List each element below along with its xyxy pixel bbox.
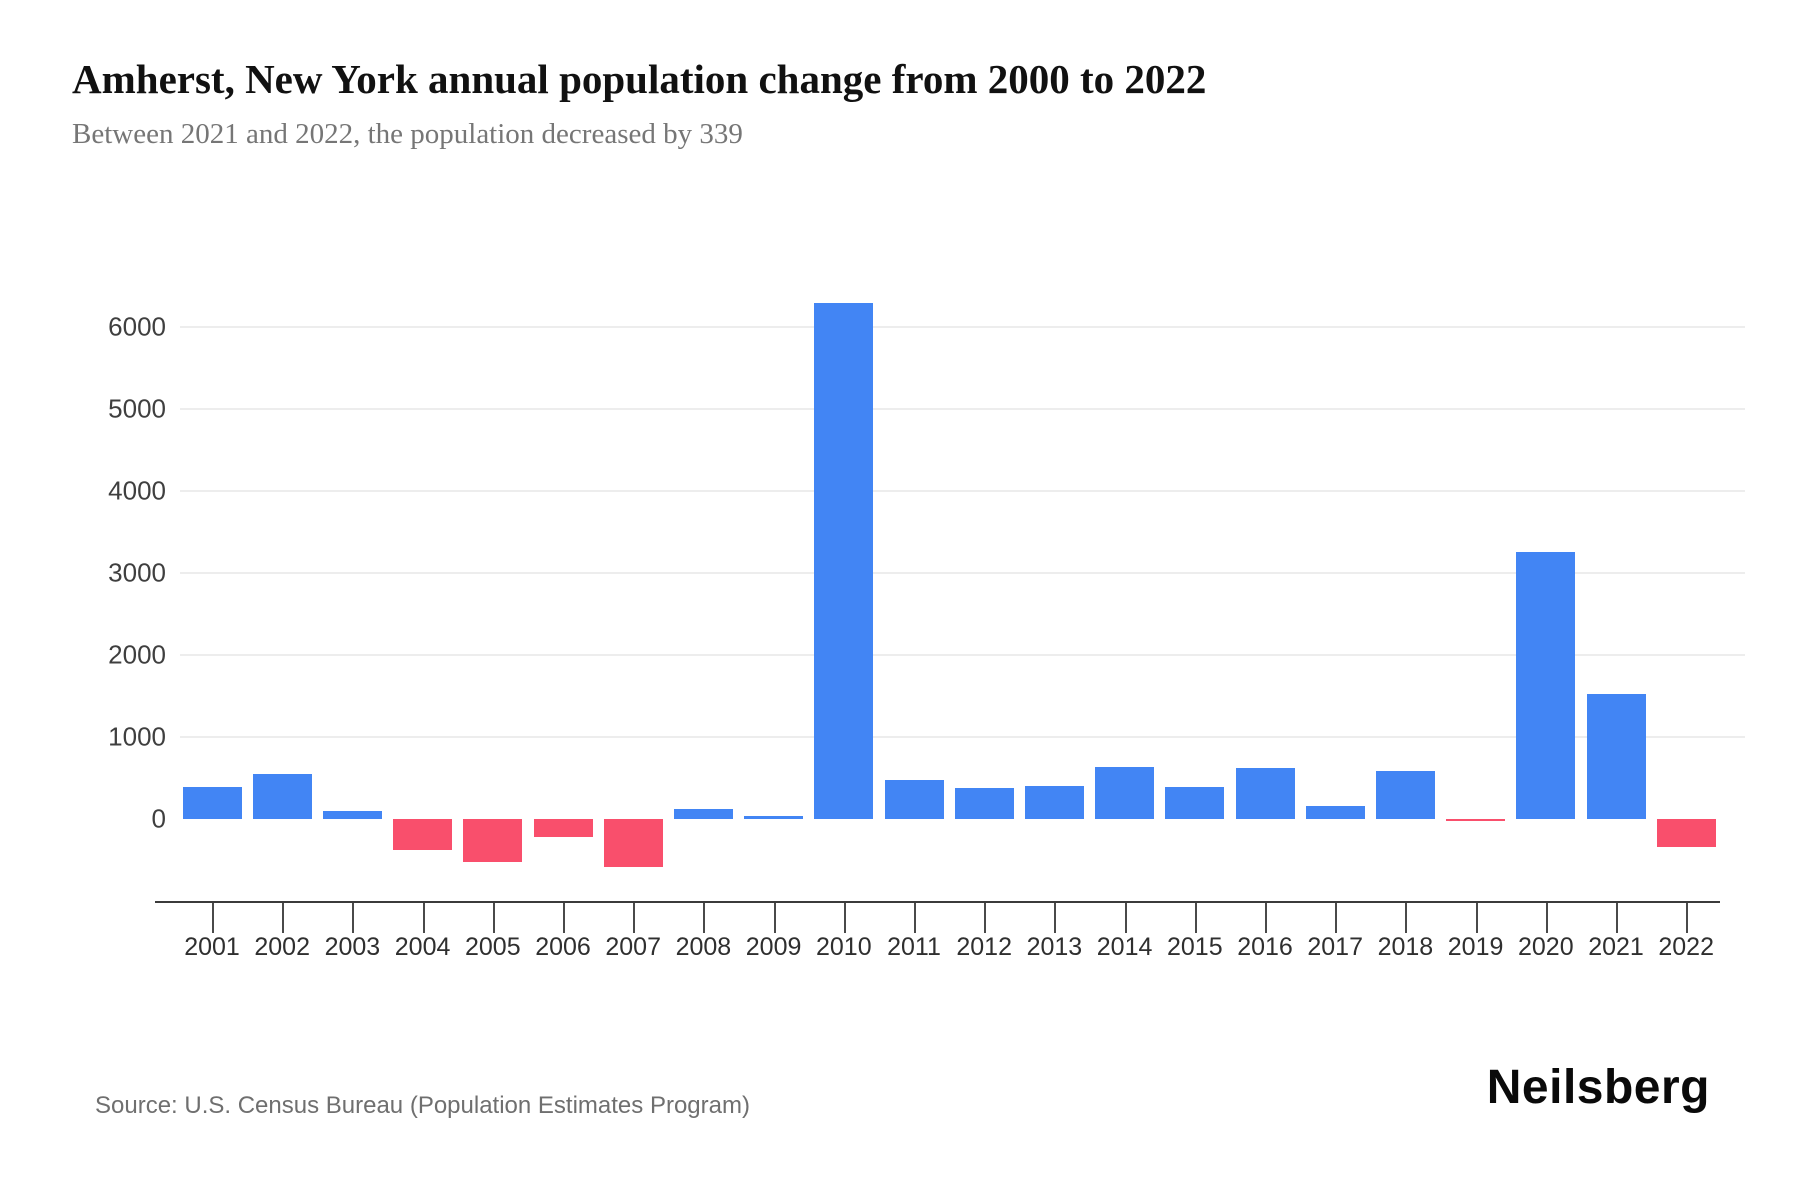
- x-axis-tick-label: 2002: [254, 933, 310, 961]
- x-axis-tick: [984, 903, 987, 933]
- bar-2008: [673, 809, 733, 819]
- bar-2018: [1375, 771, 1435, 819]
- x-axis-tick-label: 2012: [956, 933, 1012, 961]
- x-axis-tick-label: 2005: [464, 933, 521, 961]
- bar-2015: [1165, 787, 1225, 819]
- x-axis-tick: [1335, 903, 1338, 933]
- x-axis-tick: [773, 903, 776, 933]
- x-axis-tick: [1054, 903, 1057, 933]
- x-axis-tick-label: 2007: [605, 933, 661, 961]
- bar-2011: [884, 779, 944, 819]
- bar-2009: [744, 815, 804, 819]
- x-axis-tick-label: 2006: [535, 933, 591, 961]
- x-axis-line: [155, 901, 1720, 903]
- x-axis-tick: [1475, 903, 1478, 933]
- bar-2017: [1305, 805, 1365, 819]
- gridline-4000: [180, 490, 1745, 492]
- x-axis-tick: [1405, 903, 1408, 933]
- x-axis-tick-label: 2018: [1377, 933, 1434, 961]
- x-axis-tick-label: 2022: [1658, 933, 1714, 961]
- x-axis-tick: [843, 903, 846, 933]
- x-axis-tick-label: 2001: [184, 933, 240, 961]
- y-axis-tick-label: 6000: [108, 311, 166, 342]
- x-axis-tick-label: 2020: [1517, 933, 1574, 961]
- x-axis-tick: [1265, 903, 1267, 933]
- x-axis-tick-label: 2003: [324, 933, 381, 961]
- x-axis-tick: [352, 903, 355, 933]
- x-axis-tick: [633, 903, 636, 933]
- x-axis-tick: [492, 903, 495, 933]
- gridline-6000: [180, 326, 1745, 328]
- x-axis-tick-label: 2009: [745, 933, 802, 961]
- x-axis-tick: [1686, 903, 1689, 933]
- x-axis-tick-label: 2013: [1026, 933, 1083, 961]
- x-axis-tick: [212, 903, 214, 933]
- chart-subtitle: Between 2021 and 2022, the population de…: [72, 118, 743, 150]
- x-axis-tick: [1124, 903, 1127, 933]
- bar-2021: [1586, 694, 1646, 819]
- x-axis-tick-label: 2017: [1307, 933, 1363, 961]
- bar-2022: [1656, 819, 1716, 847]
- gridline-2000: [180, 654, 1745, 656]
- x-axis-tick: [1194, 903, 1197, 933]
- bar-2020: [1516, 551, 1576, 819]
- x-axis-tick-label: 2016: [1237, 933, 1293, 961]
- x-axis-tick: [703, 903, 706, 933]
- x-axis-tick-label: 2021: [1588, 933, 1644, 961]
- bar-2013: [1024, 786, 1084, 819]
- bar-2007: [603, 819, 663, 868]
- bar-2019: [1446, 819, 1506, 822]
- bar-2005: [463, 819, 523, 863]
- x-axis-tick: [422, 903, 425, 933]
- y-axis-tick-label: 5000: [108, 393, 166, 424]
- gridline-3000: [180, 572, 1745, 574]
- y-axis-tick-label: 2000: [108, 639, 166, 670]
- x-axis-tick-label: 2014: [1096, 933, 1153, 961]
- y-axis-tick-label: 4000: [108, 475, 166, 506]
- x-axis-tick-label: 2004: [394, 933, 451, 961]
- bar-2001: [182, 787, 242, 819]
- bar-2012: [954, 788, 1014, 819]
- x-axis-tick: [1616, 903, 1618, 933]
- bar-2010: [814, 303, 874, 819]
- gridline-1000: [180, 736, 1745, 738]
- bar-2006: [533, 819, 593, 838]
- x-axis-tick: [563, 903, 565, 933]
- x-axis-tick-label: 2015: [1166, 933, 1223, 961]
- bar-2014: [1095, 766, 1155, 819]
- bar-2003: [322, 810, 382, 819]
- x-axis-tick-label: 2010: [815, 933, 872, 961]
- x-axis-tick-label: 2019: [1447, 933, 1504, 961]
- x-axis-tick: [282, 903, 285, 933]
- y-axis-tick-label: 0: [151, 803, 166, 834]
- x-axis-tick-label: 2008: [675, 933, 732, 961]
- chart-title: Amherst, New York annual population chan…: [72, 56, 1207, 102]
- bar-2004: [393, 819, 453, 851]
- x-axis-tick-label: 2011: [887, 933, 941, 961]
- bar-2016: [1235, 767, 1295, 819]
- y-axis-tick-label: 1000: [108, 721, 166, 752]
- x-axis-tick: [1545, 903, 1548, 933]
- bar-2002: [252, 773, 312, 819]
- x-axis-tick: [914, 903, 916, 933]
- gridline-5000: [180, 408, 1745, 410]
- brand-logo: Neilsberg: [1486, 1061, 1710, 1114]
- source-note: Source: U.S. Census Bureau (Population E…: [95, 1092, 750, 1119]
- y-axis-tick-label: 3000: [108, 557, 166, 588]
